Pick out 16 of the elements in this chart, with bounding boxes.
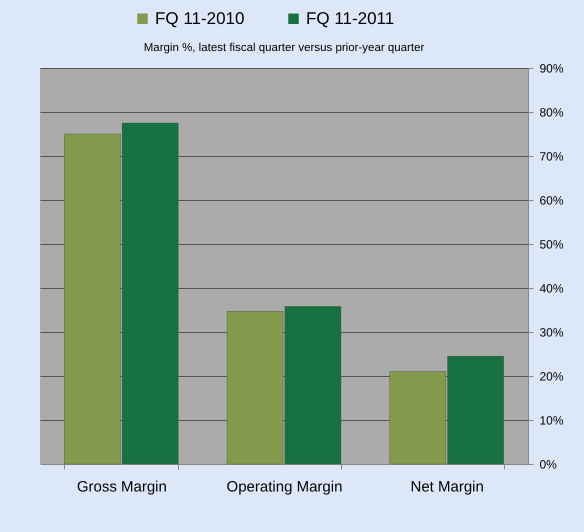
- y-tick-label: 90%: [540, 62, 564, 76]
- y-tick-label: 0%: [540, 458, 558, 472]
- y-tick-label: 40%: [540, 282, 564, 296]
- y-tick-label: 20%: [540, 370, 564, 384]
- legend-label: FQ 11-2011: [306, 8, 394, 28]
- y-tick-label: 30%: [540, 326, 564, 340]
- y-tick-label: 70%: [540, 150, 564, 164]
- y-tick-label: 60%: [540, 194, 564, 208]
- chart-title: Margin %, latest fiscal quarter versus prior-year quarter: [144, 42, 424, 54]
- x-tick-label: Net Margin: [410, 478, 484, 496]
- y-tick-label: 10%: [540, 414, 564, 428]
- x-tick-label: Operating Margin: [226, 478, 342, 496]
- y-tick-label: 80%: [540, 106, 564, 120]
- x-tick-label: Gross Margin: [76, 478, 167, 496]
- y-tick-label: 50%: [540, 238, 564, 252]
- legend-label: FQ 11-2010: [155, 8, 244, 28]
